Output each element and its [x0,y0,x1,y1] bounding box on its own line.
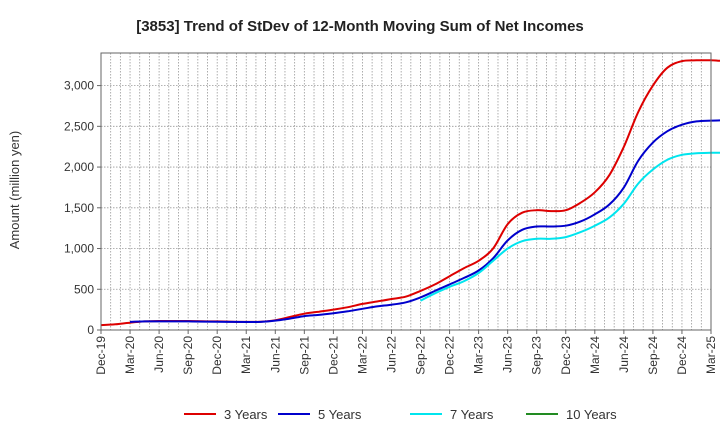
x-tick-label: Sep-23 [530,336,544,375]
y-tick-label: 0 [87,323,94,337]
x-tick-label: Mar-24 [588,336,602,374]
x-tick-label: Jun-20 [152,336,166,373]
x-tick-label: Jun-21 [268,336,282,373]
x-tick-label: Mar-23 [472,336,486,374]
y-tick-label: 500 [74,282,94,296]
y-tick-label: 2,000 [64,160,94,174]
y-tick-label: 2,500 [64,119,94,133]
x-tick-label: Jun-23 [501,336,515,373]
series-layer [100,59,720,327]
legend-label-5-years: 5 Years [318,407,362,422]
y-axis-label: Amount (million yen) [7,131,22,250]
x-tick-label: Dec-19 [94,336,108,375]
x-axis: Dec-19 Mar-20 Jun-20 Sep-20 Dec-20 Mar-21 Jun-… [94,330,718,375]
series-line-5-years [129,119,720,324]
legend-label-3-years: 3 Years [224,407,268,422]
legend: 3 Years 5 Years 7 Years 10 Years [184,407,617,422]
y-tick-label: 1,500 [64,201,94,215]
plot-area [100,52,712,331]
x-tick-label: Mar-20 [123,336,137,374]
x-tick-label: Sep-22 [414,336,428,375]
x-tick-label: Dec-20 [210,336,224,375]
x-tick-label: Mar-22 [355,336,369,374]
y-tick-label: 3,000 [64,79,94,93]
legend-label-10-years: 10 Years [566,407,617,422]
x-tick-label: Sep-21 [297,336,311,375]
x-tick-label: Sep-20 [181,336,195,375]
x-tick-label: Jun-22 [384,336,398,373]
x-tick-label: Sep-24 [646,336,660,375]
x-tick-label: Jun-24 [617,336,631,373]
x-tick-label: Mar-25 [704,336,718,374]
series-line-7-years [420,151,720,302]
x-tick-label: Dec-21 [326,336,340,375]
grid [100,53,712,331]
x-tick-label: Dec-23 [559,336,573,375]
y-axis: 0 500 1,000 1,500 2,000 2,500 3,000 [64,79,101,337]
x-tick-label: Dec-22 [443,336,457,375]
x-tick-label: Dec-24 [675,336,689,375]
legend-label-7-years: 7 Years [450,407,494,422]
x-tick-label: Mar-21 [239,336,253,374]
y-tick-label: 1,000 [64,242,94,256]
chart-title: [3853] Trend of StDev of 12-Month Moving… [136,18,584,35]
